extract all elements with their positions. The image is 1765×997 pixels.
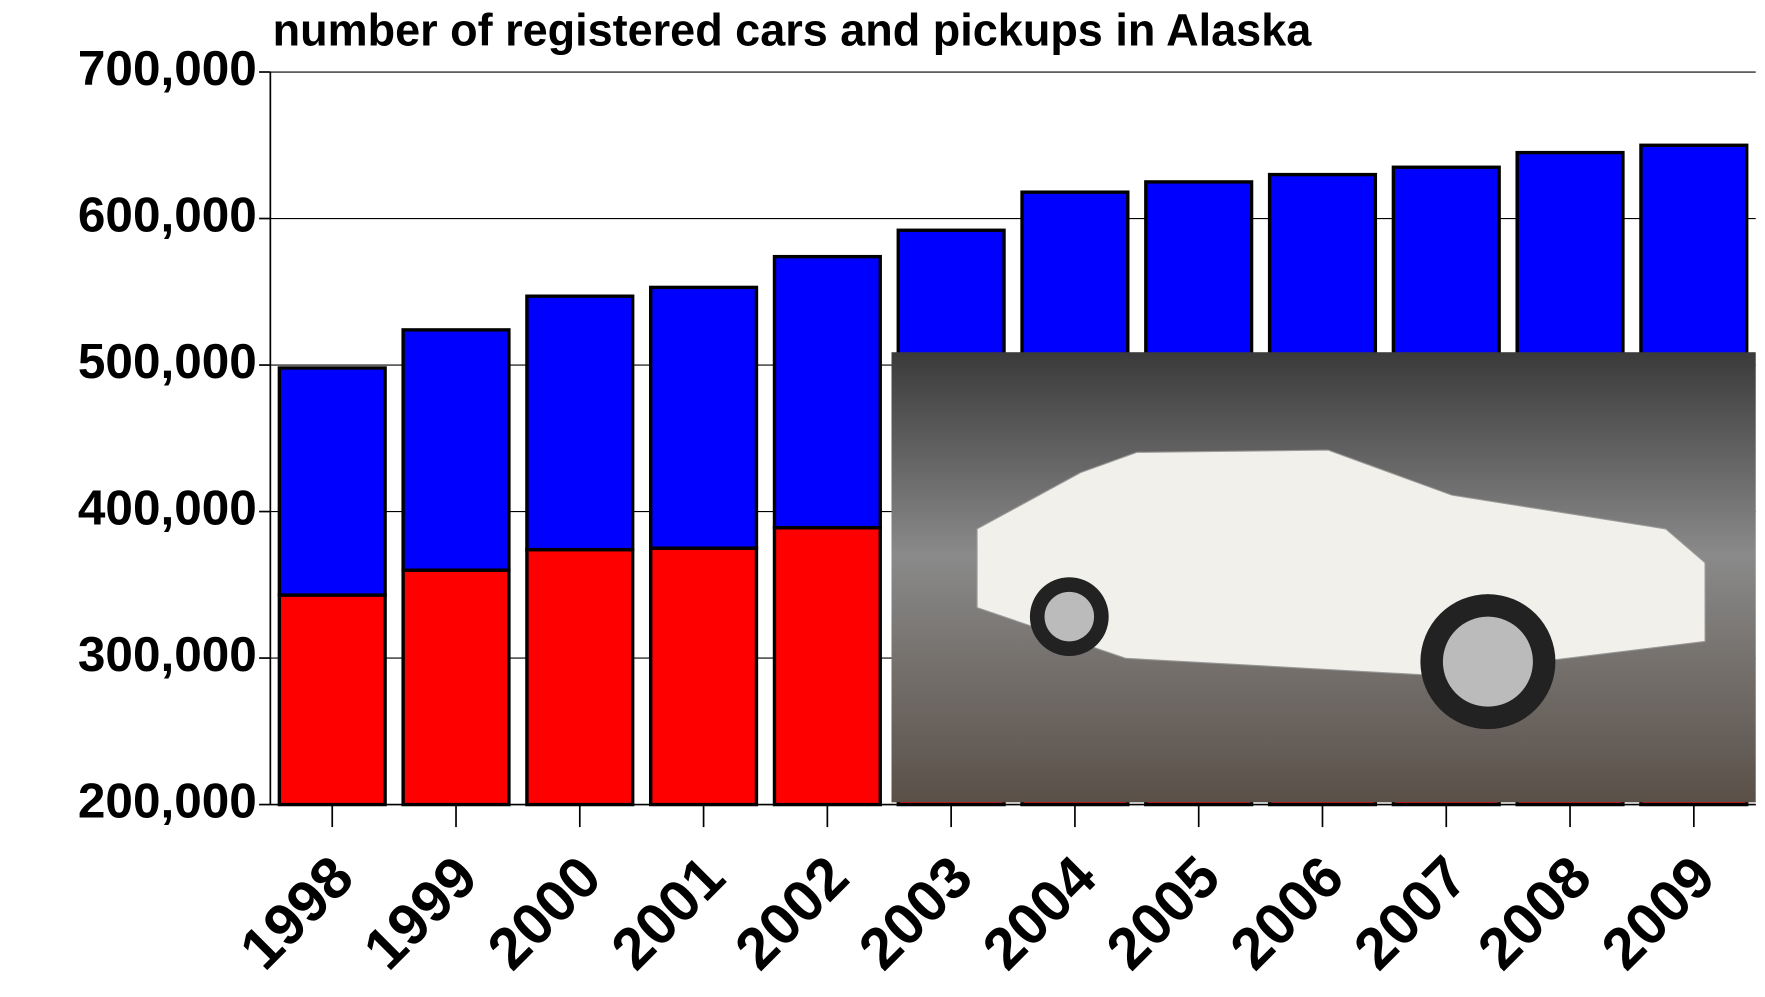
y-tick-label: 600,000 <box>78 188 257 243</box>
bar-segment <box>649 285 759 550</box>
bar-segment <box>401 568 511 807</box>
photo-wheel <box>1442 616 1533 707</box>
bar-segment <box>277 366 387 597</box>
y-tick-label: 500,000 <box>78 334 257 389</box>
x-tick-label: 1998 <box>228 844 366 982</box>
x-tick-label: 2000 <box>475 844 613 982</box>
x-tick-label: 2004 <box>971 844 1109 982</box>
bar-segment <box>525 547 635 807</box>
x-tick-label: 2009 <box>1589 844 1727 982</box>
bar-segment <box>401 328 511 572</box>
y-tick-label: 400,000 <box>78 481 257 536</box>
x-tick-label: 2001 <box>599 844 737 982</box>
bar-segment <box>649 546 759 807</box>
bar-segment <box>772 254 882 530</box>
photo-wheel <box>1044 591 1095 642</box>
x-tick-label: 2003 <box>847 844 985 982</box>
bar-segment <box>277 593 387 807</box>
x-tick-label: 1999 <box>352 844 490 982</box>
x-tick-label: 2006 <box>1218 844 1356 982</box>
bar-segment <box>772 525 882 807</box>
x-tick-label: 2002 <box>723 844 861 982</box>
photo <box>891 352 1756 803</box>
x-tick-label: 2005 <box>1094 844 1232 982</box>
bar-segment <box>525 294 635 552</box>
y-tick-label: 300,000 <box>78 627 257 682</box>
x-tick-label: 2007 <box>1342 844 1480 982</box>
chart-title: number of registered cars and pickups in… <box>273 5 1313 56</box>
y-tick-label: 200,000 <box>78 774 257 829</box>
x-tick-label: 2008 <box>1466 844 1604 982</box>
y-tick-label: 700,000 <box>78 41 257 96</box>
